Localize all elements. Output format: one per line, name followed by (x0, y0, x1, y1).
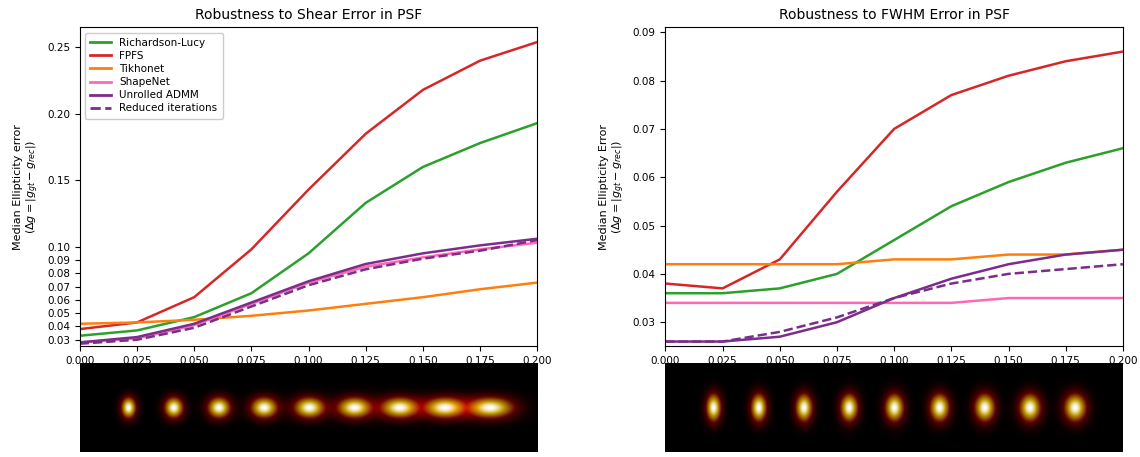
ShapeNet (530, 240, 544, 245)
Richardson-Lucy (130, 328, 144, 333)
ShapeNet (244, 301, 258, 307)
FPFS (73, 326, 87, 332)
Reduced iterations (416, 256, 430, 261)
Richardson-Lucy (73, 333, 87, 339)
Richardson-Lucy (359, 200, 373, 206)
Y-axis label: Median Ellipticity error
($\Delta g = |g_{gt} - g_{rec}|$): Median Ellipticity error ($\Delta g = |g… (13, 124, 41, 250)
Richardson-Lucy (530, 120, 544, 126)
FPFS (244, 247, 258, 252)
Unrolled ADMM (473, 243, 487, 248)
X-axis label: Shear Error($\Delta_{g_1}, \Delta_{g_2}$) in PSF: Shear Error($\Delta_{g_1}, \Delta_{g_2}$… (225, 372, 392, 390)
FPFS (302, 187, 316, 192)
Unrolled ADMM (416, 250, 430, 256)
Reduced iterations (187, 325, 201, 330)
Tikhonet (416, 294, 430, 300)
ShapeNet (187, 322, 201, 328)
Tikhonet (302, 308, 316, 313)
Legend: Richardson-Lucy, FPFS, Tikhonet, ShapeNet, Unrolled ADMM, Reduced iterations: Richardson-Lucy, FPFS, Tikhonet, ShapeNe… (86, 32, 222, 119)
FPFS (530, 39, 544, 45)
Reduced iterations (73, 341, 87, 346)
Tikhonet (530, 280, 544, 285)
Richardson-Lucy (187, 314, 201, 320)
Line: Unrolled ADMM: Unrolled ADMM (80, 239, 537, 342)
Tikhonet (244, 313, 258, 319)
Line: Reduced iterations: Reduced iterations (80, 240, 537, 344)
ShapeNet (416, 255, 430, 260)
Tikhonet (473, 287, 487, 292)
ShapeNet (130, 335, 144, 341)
Tikhonet (187, 317, 201, 323)
FPFS (473, 58, 487, 64)
Reduced iterations (302, 282, 316, 288)
Reduced iterations (473, 248, 487, 254)
ShapeNet (73, 340, 87, 345)
Unrolled ADMM (359, 261, 373, 267)
Reduced iterations (130, 337, 144, 342)
Unrolled ADMM (187, 321, 201, 326)
FPFS (130, 320, 144, 325)
FPFS (187, 294, 201, 300)
X-axis label: FWHM Error in PSF: FWHM Error in PSF (836, 372, 952, 385)
Unrolled ADMM (530, 236, 544, 241)
FPFS (416, 87, 430, 93)
Title: Robustness to FWHM Error in PSF: Robustness to FWHM Error in PSF (779, 8, 1010, 22)
Line: ShapeNet: ShapeNet (80, 243, 537, 342)
ShapeNet (473, 247, 487, 252)
Richardson-Lucy (302, 250, 316, 256)
Tikhonet (130, 320, 144, 325)
Richardson-Lucy (473, 140, 487, 146)
Reduced iterations (244, 304, 258, 309)
Y-axis label: Median Ellipticity Error
($\Delta g = |g_{gt} - g_{rec}|$): Median Ellipticity Error ($\Delta g = |g… (598, 124, 627, 250)
Title: Robustness to Shear Error in PSF: Robustness to Shear Error in PSF (195, 8, 422, 22)
Tikhonet (359, 301, 373, 307)
ShapeNet (302, 280, 316, 285)
Line: Richardson-Lucy: Richardson-Lucy (80, 123, 537, 336)
Reduced iterations (359, 266, 373, 272)
Unrolled ADMM (244, 300, 258, 305)
Line: Tikhonet: Tikhonet (80, 282, 537, 324)
Richardson-Lucy (416, 164, 430, 170)
Richardson-Lucy (244, 291, 258, 296)
Tikhonet (73, 321, 87, 326)
ShapeNet (359, 264, 373, 269)
FPFS (359, 131, 373, 137)
Unrolled ADMM (73, 340, 87, 345)
Reduced iterations (530, 237, 544, 243)
Unrolled ADMM (302, 278, 316, 284)
Line: FPFS: FPFS (80, 42, 537, 329)
Unrolled ADMM (130, 335, 144, 340)
